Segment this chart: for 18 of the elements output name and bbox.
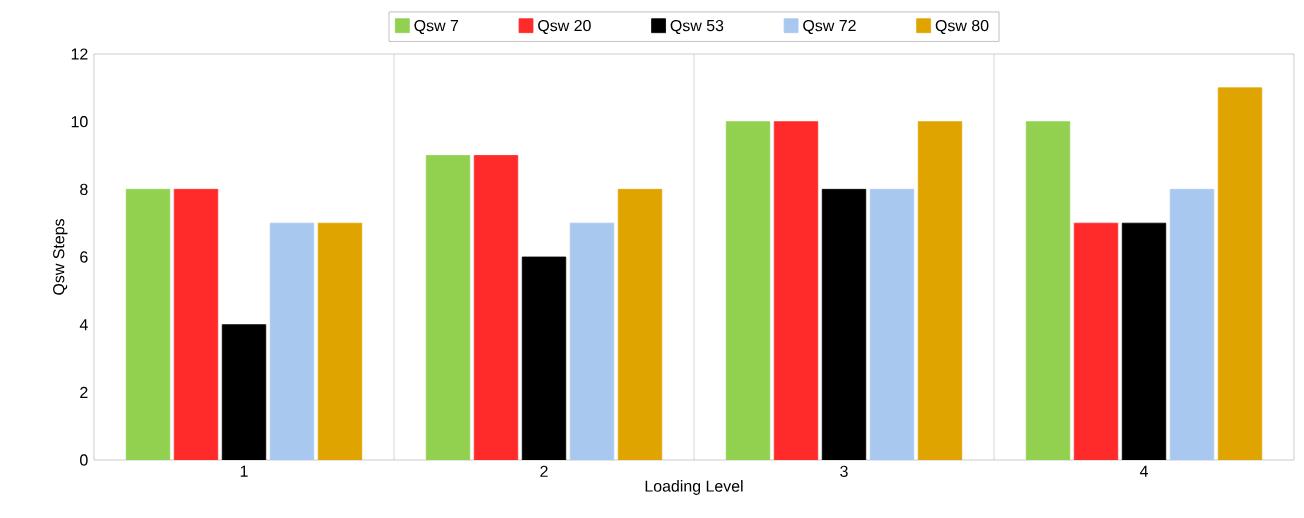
x-tick-label: 3 bbox=[840, 465, 848, 477]
legend-label: Qsw 53 bbox=[670, 19, 724, 35]
y-axis-title: Qsw Steps bbox=[53, 219, 68, 295]
legend-label: Qsw 7 bbox=[414, 19, 459, 35]
y-tick-label: 10 bbox=[71, 116, 88, 128]
y-tick-label: 6 bbox=[80, 251, 88, 263]
legend-label: Qsw 80 bbox=[935, 19, 989, 35]
y-tick-label: 4 bbox=[79, 319, 88, 331]
y-tick-label: 2 bbox=[80, 386, 88, 398]
y-tick-label: 8 bbox=[80, 183, 88, 195]
x-tick-label: 4 bbox=[1139, 465, 1148, 477]
x-tick-label: 2 bbox=[540, 465, 548, 477]
legend-label: Qsw 20 bbox=[538, 19, 591, 35]
x-axis-title: Loading Level bbox=[645, 480, 743, 495]
y-tick-label: 0 bbox=[80, 454, 88, 466]
y-tick-label: 12 bbox=[71, 48, 88, 60]
legend-label: Qsw 72 bbox=[803, 19, 856, 35]
x-tick-label: 1 bbox=[240, 465, 248, 477]
